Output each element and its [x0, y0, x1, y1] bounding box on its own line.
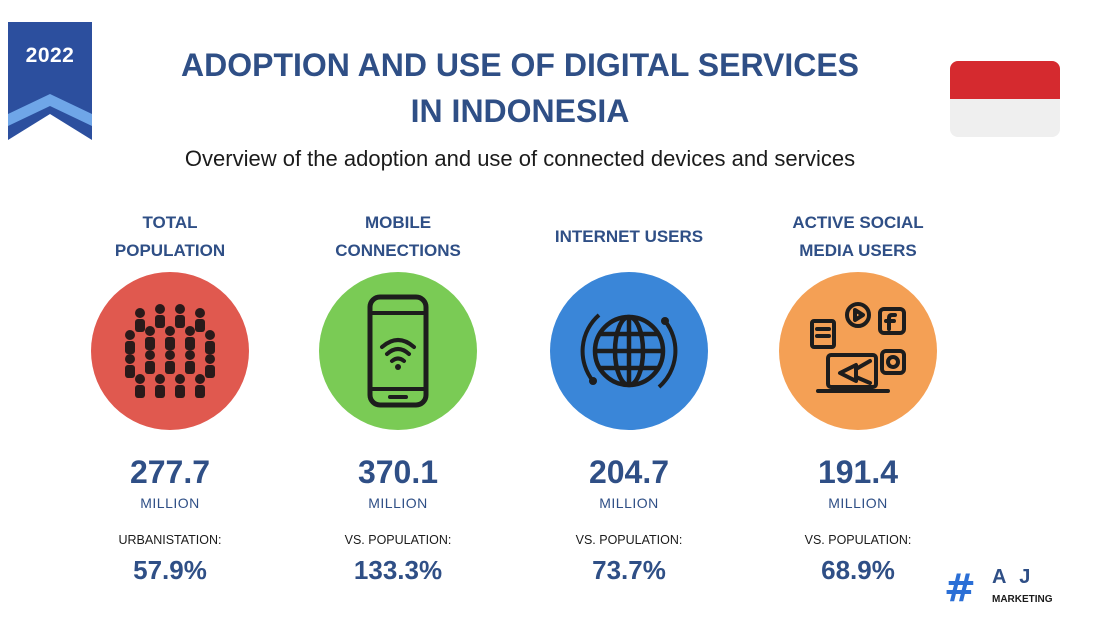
people-crowd-icon	[125, 304, 215, 398]
logo-hash: #	[944, 566, 976, 610]
stat-metric-label: VS. POPULATION:	[804, 533, 912, 547]
social-circle	[779, 272, 937, 430]
social-media-megaphone-icon	[810, 302, 906, 393]
logo-word: MARKETING	[992, 594, 1053, 605]
stat-metric-value: 73.7%	[592, 555, 666, 585]
stat-value: 370.1	[357, 454, 439, 490]
stat-label: TOTAL POPULATION	[114, 213, 226, 260]
stat-metric-value: 68.9%	[821, 555, 895, 585]
year-badge: 2022	[25, 44, 75, 67]
stat-label: ACTIVE SOCIAL MEDIA USERS	[792, 213, 924, 260]
stat-label: MOBILE CONNECTIONS	[335, 213, 461, 260]
logo-letters: A J	[992, 566, 1035, 588]
stat-total-population: TOTAL POPULATION	[60, 205, 280, 586]
stat-mobile-connections: MOBILE CONNECTIONS 370.1 MILLION VS. POPU…	[288, 205, 508, 586]
stat-metric-label: VS. POPULATION:	[575, 533, 683, 547]
stat-value: 277.7	[129, 454, 211, 490]
stat-metric-value: 133.3%	[353, 555, 443, 585]
stat-label: INTERNET USERS	[554, 227, 704, 246]
stat-unit: MILLION	[140, 495, 200, 511]
page-subtitle: Overview of the adoption and use of conn…	[184, 146, 856, 171]
year-ribbon	[8, 22, 92, 140]
stat-metric-value: 57.9%	[133, 555, 207, 585]
stat-active-social-media-users: ACTIVE SOCIAL MEDIA USERS 191.4 MILLIO	[748, 205, 968, 586]
stat-internet-users: INTERNET USERS 204.7 MILLION VS. POPULAT…	[519, 205, 739, 586]
internet-circle	[550, 272, 708, 430]
smartphone-wifi-icon	[367, 294, 429, 408]
aj-marketing-logo: # A J MARKETING	[940, 564, 1070, 614]
globe-icon	[580, 313, 678, 389]
stat-unit: MILLION	[828, 495, 888, 511]
title-line-2: IN INDONESIA	[410, 93, 630, 129]
title-line-1: ADOPTION AND USE OF DIGITAL SERVICES	[181, 47, 859, 83]
stat-value: 204.7	[588, 454, 670, 490]
indonesia-flag-icon	[950, 61, 1060, 137]
stat-unit: MILLION	[368, 495, 428, 511]
stat-unit: MILLION	[599, 495, 659, 511]
stat-metric-label: VS. POPULATION:	[344, 533, 452, 547]
stat-value: 191.4	[817, 454, 899, 490]
stat-metric-label: URBANISTATION:	[118, 533, 222, 547]
page-title: ADOPTION AND USE OF DIGITAL SERVICES IN …	[100, 42, 940, 134]
population-circle	[91, 272, 249, 430]
mobile-circle	[319, 272, 477, 430]
